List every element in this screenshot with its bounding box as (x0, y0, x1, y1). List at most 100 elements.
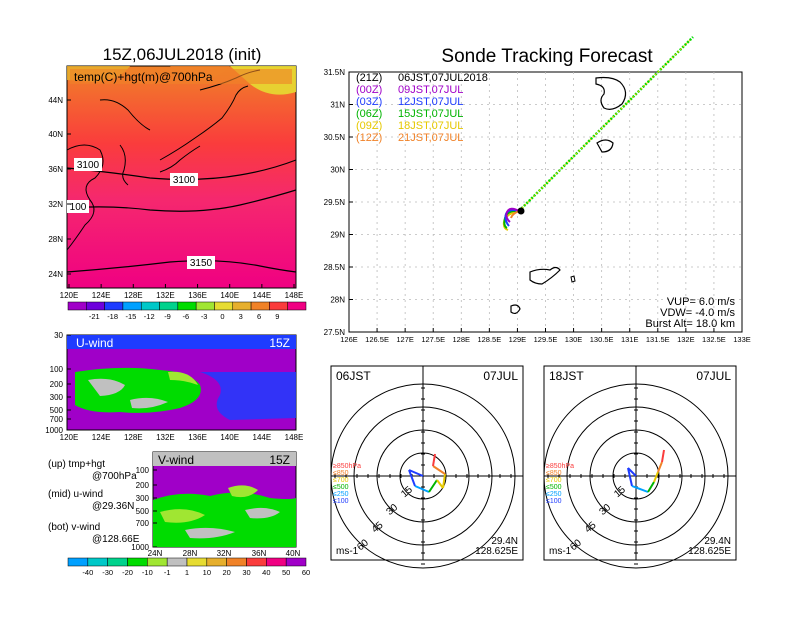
hodograph-lat: 29.4N (491, 536, 518, 547)
tick-label: -3 (201, 312, 208, 321)
legend-text: 15JST,07JUL (398, 108, 463, 120)
tick-label: 120E (60, 433, 79, 442)
hodograph-time: 06JST (336, 369, 371, 383)
colorbar-swatch (87, 557, 108, 567)
colorbar-swatch (287, 301, 307, 311)
tick-label: -6 (183, 312, 190, 321)
tick-label: 127.5E (421, 335, 445, 344)
tick-label: 144E (253, 433, 272, 442)
tick-label: 300 (136, 494, 150, 503)
colorbar-swatch (67, 301, 87, 311)
tick-label: 3 (239, 312, 243, 321)
legend-code: (06Z) (356, 108, 382, 120)
side-notes: (up) tmp+hgt@700hPa (mid) u-wind@29.36N (b… (48, 459, 140, 545)
tick-label: -40 (82, 568, 93, 577)
legend-text: 09JST,07JUL (398, 84, 463, 96)
tick-label: 133E (733, 335, 751, 344)
tick-label: 131.5E (646, 335, 670, 344)
hodograph-level-label: ≤250 (333, 491, 349, 498)
hodograph-trace-segment (414, 485, 430, 493)
v-wind-label: V-wind (158, 453, 194, 467)
hodograph-trace-segment (661, 449, 665, 463)
tick-label: 44N (48, 96, 63, 105)
hodograph-level-label: ≥850hPa (333, 463, 361, 470)
hodograph-trace-segment (653, 471, 659, 483)
hodograph-trace-segment (627, 467, 633, 487)
side-note-line: (bot) v-wind (48, 522, 100, 533)
tick-label: 500 (136, 507, 150, 516)
vdw-text: VDW= -4.0 m/s (660, 307, 735, 319)
tick-label: 1000 (131, 543, 149, 552)
tick-label: 124E (92, 291, 111, 300)
tick-label: 40 (262, 568, 270, 577)
tick-label: 700 (50, 415, 64, 424)
contour-label: 3100 (173, 175, 196, 186)
hodograph-lat: 29.4N (704, 536, 731, 547)
tick-label: -18 (107, 312, 118, 321)
burst-alt-text: Burst Alt= 18.0 km (645, 318, 735, 330)
tick-label: 28N (183, 549, 198, 558)
colorbar-swatch (285, 557, 307, 567)
tick-label: 144E (253, 291, 272, 300)
tick-label: 300 (50, 393, 64, 402)
contour-label: 100 (70, 202, 87, 213)
hodograph-unit: ms-1 (549, 546, 572, 557)
colorbar-swatch (159, 301, 179, 311)
hodograph-trace-segment (627, 467, 637, 477)
left-map: 3100 3100 100 3150 temp(C)+hgt(m)@700hPa (66, 65, 297, 289)
tick-label: 128E (124, 291, 143, 300)
track-map-lat-axis: 31.5N 31N 30.5N 30N 29.5N 29N 28.5N 28N 27.5N (324, 68, 353, 337)
tick-label: 40N (286, 549, 301, 558)
track-map-title: Sonde Tracking Forecast (441, 46, 653, 67)
u-wind-x-axis: 120E 124E 128E 132E 136E 140E 144E 148E (60, 433, 304, 442)
hodograph-level-label: ≥850hPa (546, 463, 574, 470)
tick-label: -20 (122, 568, 133, 577)
tick-label: 148E (285, 291, 304, 300)
tick-label: 31.5N (324, 68, 346, 77)
side-note-line: (up) tmp+hgt (48, 459, 105, 470)
hodograph-date: 07JUL (696, 369, 731, 383)
tick-label: 32N (48, 200, 63, 209)
colorbar-swatch (206, 557, 227, 567)
tick-label: 60 (302, 568, 310, 577)
tick-label: 132.5E (702, 335, 726, 344)
tick-label: 30N (330, 166, 345, 175)
tick-label: 128.5E (477, 335, 501, 344)
left-map-lon-axis: 120E 124E 128E 132E 136E 140E 144E 148E (60, 284, 304, 300)
left-colorbar: -21 -18 -15 -12 -9 -6 -3 0 3 6 9 (67, 301, 307, 321)
tick-label: 128E (453, 335, 471, 344)
tick-label: 136E (188, 433, 207, 442)
u-wind-panel: U-wind 15Z (66, 334, 297, 431)
tick-label: 36N (252, 549, 267, 558)
hodograph-date: 07JUL (483, 369, 518, 383)
tick-label: -10 (142, 568, 153, 577)
tick-label: 27.5N (324, 328, 346, 337)
legend-code: (21Z) (356, 72, 382, 84)
colorbar-swatch (195, 301, 215, 311)
tick-label: 500 (50, 406, 64, 415)
u-wind-label: U-wind (76, 336, 113, 350)
colorbar-swatch (122, 301, 142, 311)
tick-label: 24N (48, 270, 63, 279)
tick-label: -1 (164, 568, 171, 577)
tick-label: 20 (222, 568, 230, 577)
tick-label: 50 (282, 568, 290, 577)
tick-label: 1000 (45, 426, 63, 435)
hodograph-level-label: ≤850 (333, 470, 349, 477)
v-wind-x-axis: 24N 28N 32N 36N 40N (148, 549, 301, 558)
tick-label: 30 (242, 568, 250, 577)
colorbar-swatch (186, 557, 208, 567)
v-wind-time: 15Z (269, 453, 290, 467)
tick-label: 0 (220, 312, 224, 321)
left-map-label: temp(C)+hgt(m)@700hPa (74, 70, 213, 84)
hodograph-trace-segment (432, 453, 436, 467)
tick-label: 36N (48, 165, 63, 174)
legend-text: 06JST,07JUL2018 (398, 72, 488, 84)
side-note-line: @700hPa (92, 471, 137, 482)
tick-label: -21 (89, 312, 100, 321)
hodograph-trace-segment (408, 469, 416, 487)
tick-label: 130.5E (590, 335, 614, 344)
